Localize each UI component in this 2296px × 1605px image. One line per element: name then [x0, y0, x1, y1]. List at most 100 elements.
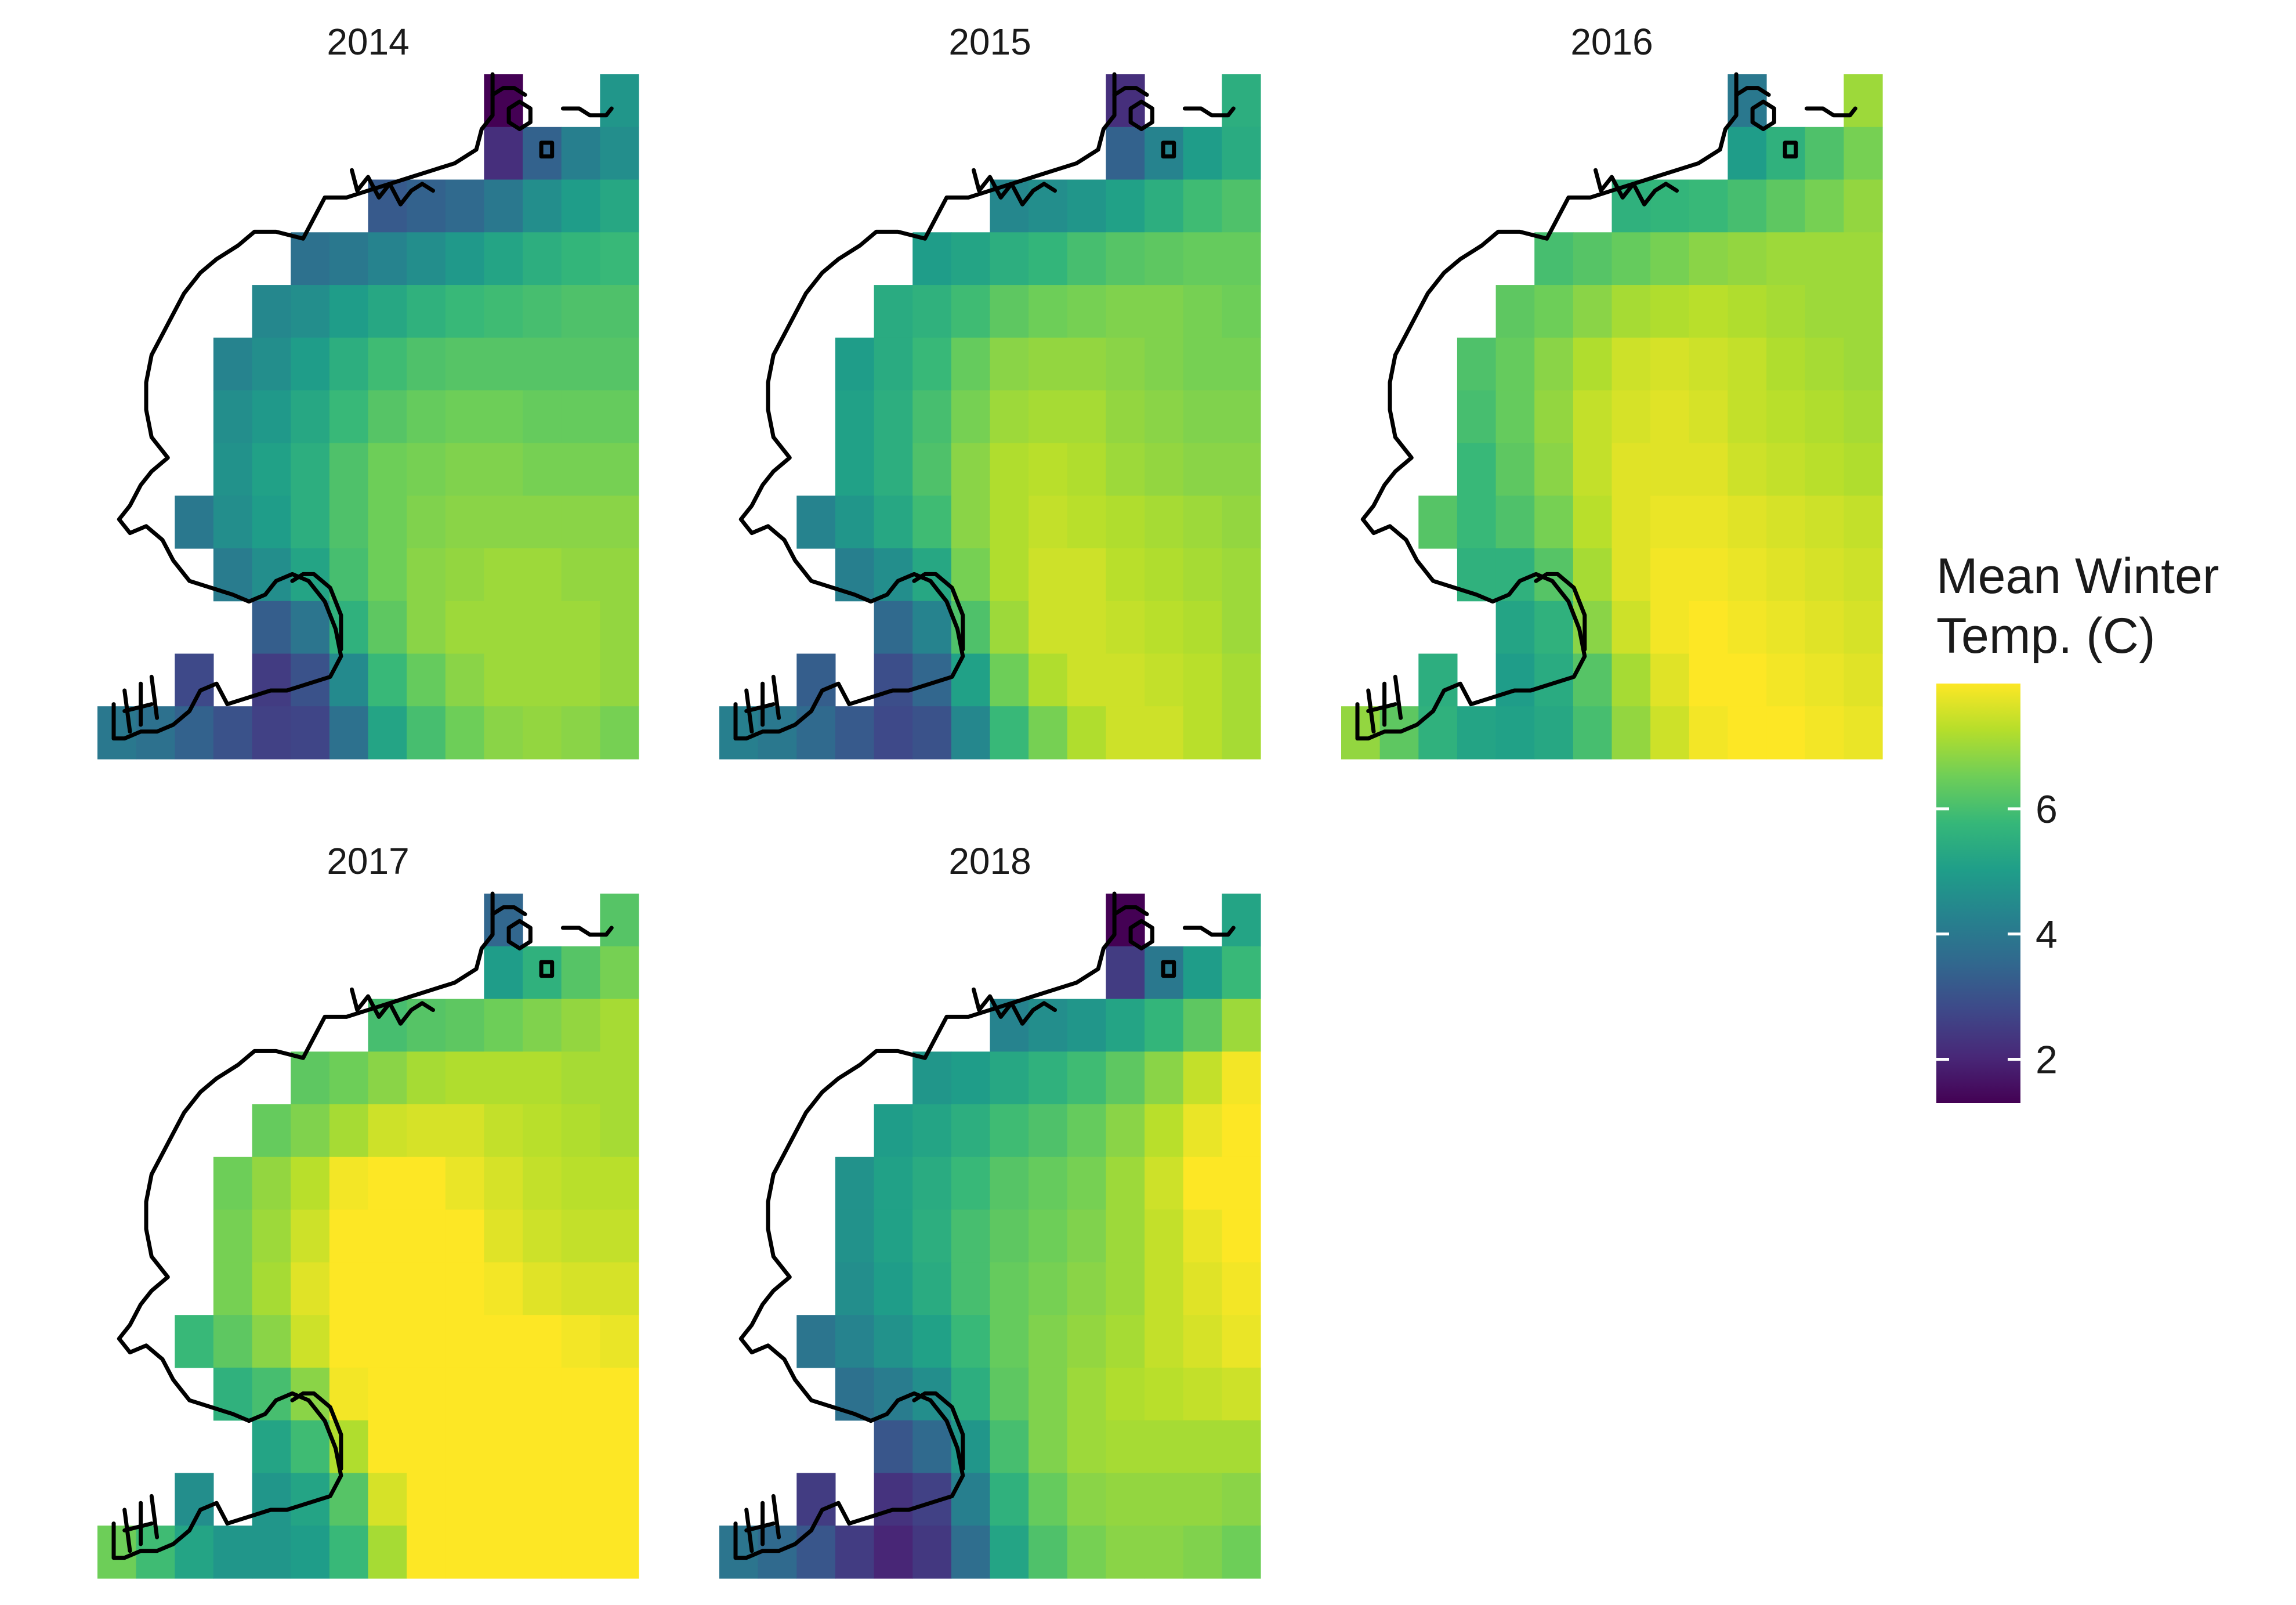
heatmap-cell	[874, 1209, 913, 1263]
heatmap-cell	[1183, 1104, 1222, 1158]
coastline-segment	[539, 960, 555, 978]
heatmap-cell	[1029, 1367, 1068, 1421]
heatmap-cell	[1145, 1209, 1184, 1263]
heatmap-cell	[252, 496, 291, 549]
heatmap-cell	[1650, 706, 1690, 760]
panel-2016: 2016	[1341, 21, 1883, 760]
heatmap-cell	[1106, 126, 1145, 180]
heatmap-cell	[445, 1262, 484, 1315]
heatmap-cell	[1689, 179, 1728, 233]
heatmap-cell	[484, 126, 523, 180]
heatmap-cell	[1067, 601, 1106, 655]
heatmap-cell	[1844, 285, 1883, 338]
heatmap-cell	[407, 1420, 446, 1474]
heatmap-cell	[990, 1473, 1029, 1526]
heatmap-cell	[407, 1209, 446, 1263]
heatmap-cell	[990, 548, 1029, 602]
heatmap-cell	[1029, 1526, 1068, 1579]
heatmap-cell	[1106, 337, 1145, 391]
heatmap-cell	[484, 946, 523, 1000]
heatmap-cell	[175, 496, 214, 549]
heatmap-cell	[874, 1315, 913, 1368]
heatmap-cell	[213, 1526, 253, 1579]
coastline-segment	[1750, 99, 1776, 131]
heatmap-cell	[835, 1315, 875, 1368]
heatmap-cell	[1689, 653, 1728, 707]
heatmap-cell	[252, 443, 291, 496]
heatmap-cell	[291, 443, 330, 496]
heatmap-cell	[990, 337, 1029, 391]
heatmap-cell	[213, 496, 253, 549]
heatmap-cell	[1689, 496, 1728, 549]
heatmap-cell	[368, 1367, 407, 1421]
heatmap-cell	[1457, 443, 1497, 496]
heatmap-cell	[523, 285, 562, 338]
heatmap-cell	[874, 653, 913, 707]
heatmap-cell	[329, 1315, 369, 1368]
heatmap-cell	[1728, 285, 1767, 338]
heatmap-cell	[407, 390, 446, 443]
heatmap-cell	[368, 601, 407, 655]
heatmap-cell	[252, 1420, 291, 1474]
heatmap-cell	[291, 496, 330, 549]
heatmap-cell	[561, 496, 600, 549]
heatmap-cell	[951, 653, 991, 707]
heatmap-cell	[1106, 232, 1145, 285]
heatmap-cell	[484, 1209, 523, 1263]
heatmap-cell	[1534, 706, 1574, 760]
heatmap-cell	[990, 653, 1029, 707]
heatmap-cell	[291, 232, 330, 285]
heatmap-cell	[484, 601, 523, 655]
heatmap-cell	[600, 496, 639, 549]
heatmap-cell	[407, 1051, 446, 1105]
heatmap-cell	[1611, 443, 1651, 496]
coastline-segment	[149, 674, 160, 720]
heatmap-cell	[1106, 946, 1145, 1000]
heatmap-cell	[1145, 1420, 1184, 1474]
heatmap-cell	[1145, 706, 1184, 760]
heatmap-cell	[561, 1526, 600, 1579]
heatmap-cell	[951, 706, 991, 760]
heatmap-cell	[1222, 601, 1261, 655]
heatmap-cell	[1495, 285, 1535, 338]
heatmap-cell	[407, 1156, 446, 1210]
heatmap-cell	[835, 1156, 875, 1210]
heatmap-cell	[600, 1156, 639, 1210]
heatmap-cell	[368, 1473, 407, 1526]
heatmap-cell	[329, 285, 369, 338]
heatmap-cell	[874, 285, 913, 338]
heatmap-cell	[368, 1262, 407, 1315]
heatmap-cell	[1766, 653, 1806, 707]
colorbar-tick-label: 2	[2036, 1038, 2058, 1082]
heatmap-cell	[1534, 443, 1574, 496]
heatmap-cell	[835, 443, 875, 496]
heatmap-cell	[1183, 337, 1222, 391]
heatmap-cell	[990, 1156, 1029, 1210]
heatmap-cell	[445, 1526, 484, 1579]
heatmap-cell	[1222, 1156, 1261, 1210]
heatmap-cell	[252, 653, 291, 707]
coastline-segment	[350, 168, 435, 207]
heatmap-cell	[484, 285, 523, 338]
heatmap-cell	[561, 337, 600, 391]
heatmap-cell	[445, 706, 484, 760]
heatmap-cell	[1029, 1473, 1068, 1526]
heatmap-cell	[1418, 706, 1458, 760]
heatmap-cell	[1067, 706, 1106, 760]
heatmap-cell	[1029, 1315, 1068, 1368]
heatmap-cell	[291, 1156, 330, 1210]
heatmap-cell	[1183, 1315, 1222, 1368]
heatmap-cell	[1222, 894, 1261, 947]
heatmap-cell	[600, 894, 639, 947]
heatmap-cell	[329, 1367, 369, 1421]
heatmap-cell	[796, 1315, 836, 1368]
heatmap-cell	[912, 390, 952, 443]
heatmap-cell	[1106, 548, 1145, 602]
heatmap-cell	[407, 1104, 446, 1158]
heatmap-cell	[1805, 496, 1844, 549]
heatmap-cell	[407, 653, 446, 707]
heatmap-cell	[1611, 285, 1651, 338]
heatmap-cell	[445, 1315, 484, 1368]
heatmap-cell	[1650, 232, 1690, 285]
heatmap-cell	[1145, 179, 1184, 233]
